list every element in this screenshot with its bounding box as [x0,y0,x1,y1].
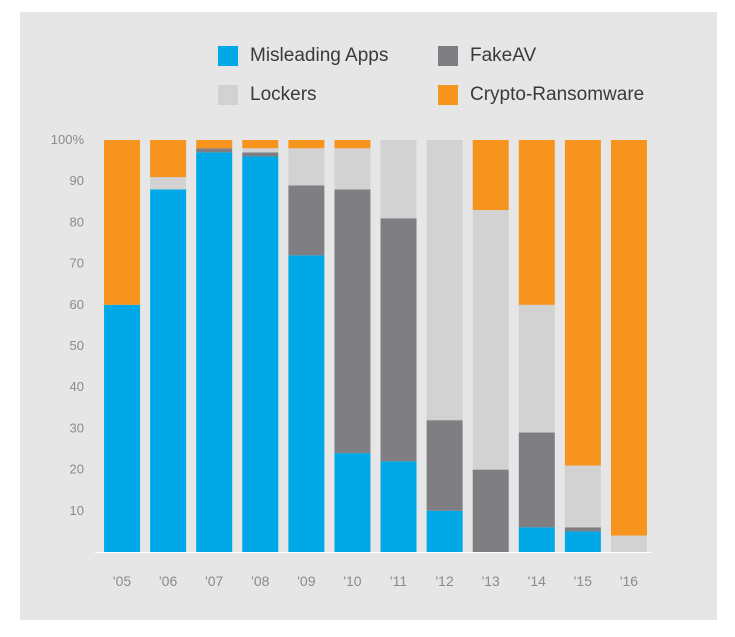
bar-segment-crypto-ransomware [334,140,371,149]
x-tick-label: '09 [297,573,315,589]
legend-item-lockers: Lockers [218,84,317,106]
bar-segment-fakeav [472,469,509,552]
x-tick-label: '12 [436,573,454,589]
x-tick-label: '13 [482,573,500,589]
bar-segment-misleading-apps [196,152,233,553]
bar-segment-fakeav [288,185,325,256]
bar-segment-crypto-ransomware [242,140,279,149]
chart-panel: Misleading Apps FakeAV Lockers Crypto-Ra… [20,12,717,620]
bar-segment-crypto-ransomware [150,140,187,178]
y-tick-label: 50 [70,338,84,353]
bar-segment-lockers [334,148,371,190]
y-tick-label: 70 [70,256,84,271]
bar-segment-crypto-ransomware [564,140,601,466]
x-tick-label: '10 [343,573,361,589]
bar-segment-fakeav [242,152,279,157]
legend-swatch-fakeav [438,46,458,66]
bar-segment-crypto-ransomware [288,140,325,149]
x-tick-label: '16 [620,573,638,589]
x-tick-label: '06 [159,573,177,589]
y-tick-label: 20 [70,462,84,477]
bar-segment-lockers [564,465,601,528]
legend-item-fakeav: FakeAV [438,45,536,67]
legend-item-misleading-apps: Misleading Apps [218,45,388,67]
bar-segment-lockers [150,177,187,190]
legend-label-fakeav: FakeAV [470,45,537,66]
legend-label-crypto-ransomware: Crypto-Ransomware [470,84,645,105]
bar-segment-crypto-ransomware [472,140,509,211]
bar-segment-lockers [288,148,325,186]
bar-segment-fakeav [380,218,417,462]
bar-segment-misleading-apps [380,461,417,552]
bar-segment-lockers [610,535,647,552]
bar-segment-lockers [518,304,555,433]
bar-segment-misleading-apps [104,304,141,552]
y-tick-label: 100% [51,132,85,147]
x-tick-label: '14 [528,573,546,589]
bar-segment-fakeav [196,148,233,153]
y-tick-label: 80 [70,214,84,229]
bar-segment-misleading-apps [150,189,187,552]
bar-segment-misleading-apps [288,255,325,553]
bar-segment-misleading-apps [426,510,463,552]
bar-segment-fakeav [518,432,555,528]
bar-segment-crypto-ransomware [518,140,555,305]
bar-segment-lockers [380,140,417,219]
bar-segment-misleading-apps [564,531,601,552]
bar-segment-lockers [242,148,279,153]
x-tick-label: '05 [113,573,131,589]
y-tick-label: 90 [70,173,84,188]
stacked-bar-chart: 10 20 30 40 50 60 70 80 90 100% '05 '06 '07 '08 '09 '10… [51,132,652,589]
y-tick-label: 40 [70,379,84,394]
x-tick-label: '08 [251,573,269,589]
bar-segment-lockers [426,140,463,421]
bar-segment-fakeav [334,189,371,454]
y-tick-label: 10 [70,503,84,518]
legend: Misleading Apps FakeAV Lockers Crypto-Ra… [20,12,717,122]
legend-swatch-misleading-apps [218,46,238,66]
bar-segment-crypto-ransomware [610,140,647,536]
bar-segment-crypto-ransomware [196,140,233,149]
bar-segment-fakeav [426,420,463,511]
bar-segment-crypto-ransomware [104,140,141,305]
bar-segment-misleading-apps [242,156,279,553]
bar-segment-misleading-apps [518,527,555,552]
x-tick-label: '07 [205,573,223,589]
x-tick-label: '15 [574,573,592,589]
bar-segment-misleading-apps [334,453,371,552]
legend-label-misleading-apps: Misleading Apps [250,45,389,66]
legend-item-crypto-ransomware: Crypto-Ransomware [438,84,644,106]
bar-segment-lockers [472,210,509,470]
y-tick-label: 60 [70,297,84,312]
x-tick-label: '11 [390,573,407,589]
legend-swatch-lockers [218,85,238,105]
legend-swatch-crypto-ransomware [438,85,458,105]
legend-label-lockers: Lockers [250,84,317,105]
y-tick-label: 30 [70,420,84,435]
bar-segment-fakeav [564,527,601,532]
